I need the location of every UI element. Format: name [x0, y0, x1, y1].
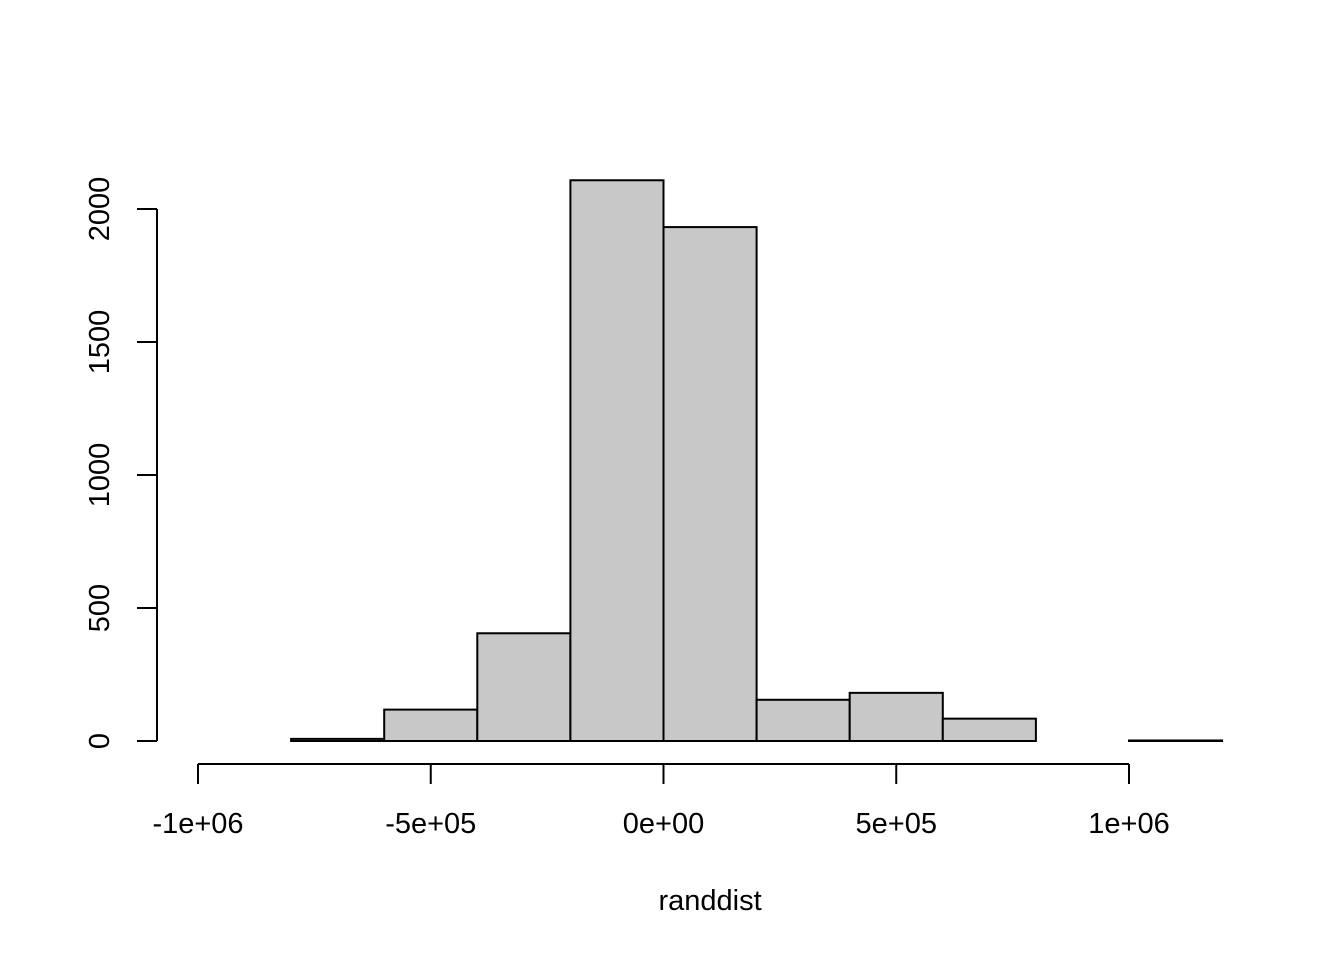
x-tick-label: -1e+06: [152, 808, 243, 840]
histogram-bar: [476, 632, 572, 743]
x-tick-label: -5e+05: [385, 808, 476, 840]
histogram-bar: [662, 226, 758, 742]
y-tick-label: 2000: [84, 177, 116, 242]
y-axis: 0 500 1000 1500 2000: [84, 177, 158, 749]
x-axis-title: randdist: [658, 885, 761, 917]
histogram-bar: [848, 691, 944, 743]
histogram-bar: [383, 708, 479, 742]
y-tick-label: 500: [84, 584, 116, 632]
x-tick-label: 5e+05: [856, 808, 937, 840]
histogram-bar: [755, 698, 851, 743]
histogram-bar: [1128, 739, 1224, 743]
x-axis: -1e+06 -5e+05 0e+00 5e+05 1e+06: [152, 763, 1170, 840]
histogram-bar: [290, 737, 386, 743]
y-tick-label: 1000: [84, 443, 116, 508]
x-tick-label: 1e+06: [1088, 808, 1169, 840]
x-tick-label: 0e+00: [623, 808, 704, 840]
histogram-bars: [290, 179, 1224, 743]
histogram-bar: [941, 717, 1037, 743]
y-tick-label: 1500: [84, 310, 116, 375]
y-tick-label: 0: [84, 733, 116, 749]
histogram-bar: [569, 179, 665, 743]
